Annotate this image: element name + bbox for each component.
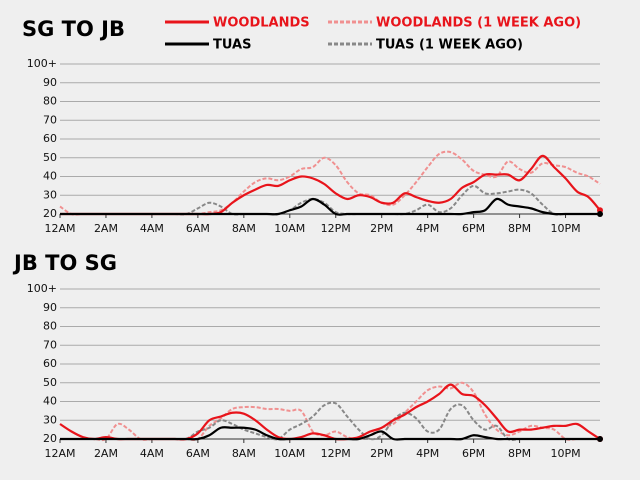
y-tick-label: 70 <box>43 338 57 351</box>
y-tick-label: 60 <box>43 132 57 145</box>
y-tick-label: 90 <box>43 76 57 89</box>
x-tick-label: 2PM <box>370 222 393 235</box>
legend-label: WOODLANDS <box>213 16 310 31</box>
x-tick-label: 8AM <box>232 222 256 235</box>
series-line <box>60 426 600 441</box>
legend-label: TUAS (1 WEEK AGO) <box>376 38 523 53</box>
x-tick-label: 10PM <box>550 447 580 460</box>
y-tick-label: 40 <box>43 395 57 408</box>
x-tick-label: 2AM <box>94 447 118 460</box>
series-line <box>59 150 601 216</box>
x-tick-label: 6PM <box>462 447 485 460</box>
x-tick-label: 12AM <box>44 222 75 235</box>
x-tick-label: 6PM <box>462 222 485 235</box>
x-tick-label: 6AM <box>186 222 210 235</box>
x-tick-label: 4AM <box>140 447 164 460</box>
y-tick-label: 100+ <box>27 282 57 295</box>
y-tick-label: 70 <box>43 113 57 126</box>
legend-label: WOODLANDS (1 WEEK AGO) <box>376 16 581 31</box>
x-tick-label: 10AM <box>274 222 305 235</box>
x-tick-label: 10AM <box>274 447 305 460</box>
end-point <box>597 436 603 442</box>
y-tick-label: 30 <box>43 188 57 201</box>
y-tick-label: 60 <box>43 357 57 370</box>
y-tick-label: 80 <box>43 95 57 108</box>
legend-label: TUAS <box>213 38 251 53</box>
x-tick-label: 8PM <box>508 447 531 460</box>
series-line <box>60 381 600 442</box>
y-tick-label: 50 <box>43 151 57 164</box>
x-tick-label: 4AM <box>140 222 164 235</box>
x-tick-label: 8AM <box>232 447 256 460</box>
chart-title: SG TO JB <box>22 17 125 41</box>
y-tick-label: 50 <box>43 376 57 389</box>
y-tick-label: 20 <box>43 207 57 220</box>
x-tick-label: 2PM <box>370 447 393 460</box>
x-tick-label: 8PM <box>508 222 531 235</box>
y-tick-label: 100+ <box>27 57 57 70</box>
chart-title: JB TO SG <box>12 251 117 275</box>
x-tick-label: 12AM <box>44 447 75 460</box>
y-tick-label: 30 <box>43 413 57 426</box>
x-tick-label: 4PM <box>416 222 439 235</box>
end-point <box>597 211 603 217</box>
x-tick-label: 6AM <box>186 447 210 460</box>
x-tick-label: 10PM <box>550 222 580 235</box>
x-tick-label: 12PM <box>321 222 351 235</box>
y-tick-label: 20 <box>43 432 57 445</box>
y-tick-label: 90 <box>43 301 57 314</box>
x-tick-label: 2AM <box>94 222 118 235</box>
y-tick-label: 80 <box>43 320 57 333</box>
series-line <box>60 197 600 216</box>
x-tick-label: 4PM <box>416 447 439 460</box>
y-tick-label: 40 <box>43 170 57 183</box>
x-tick-label: 12PM <box>321 447 351 460</box>
